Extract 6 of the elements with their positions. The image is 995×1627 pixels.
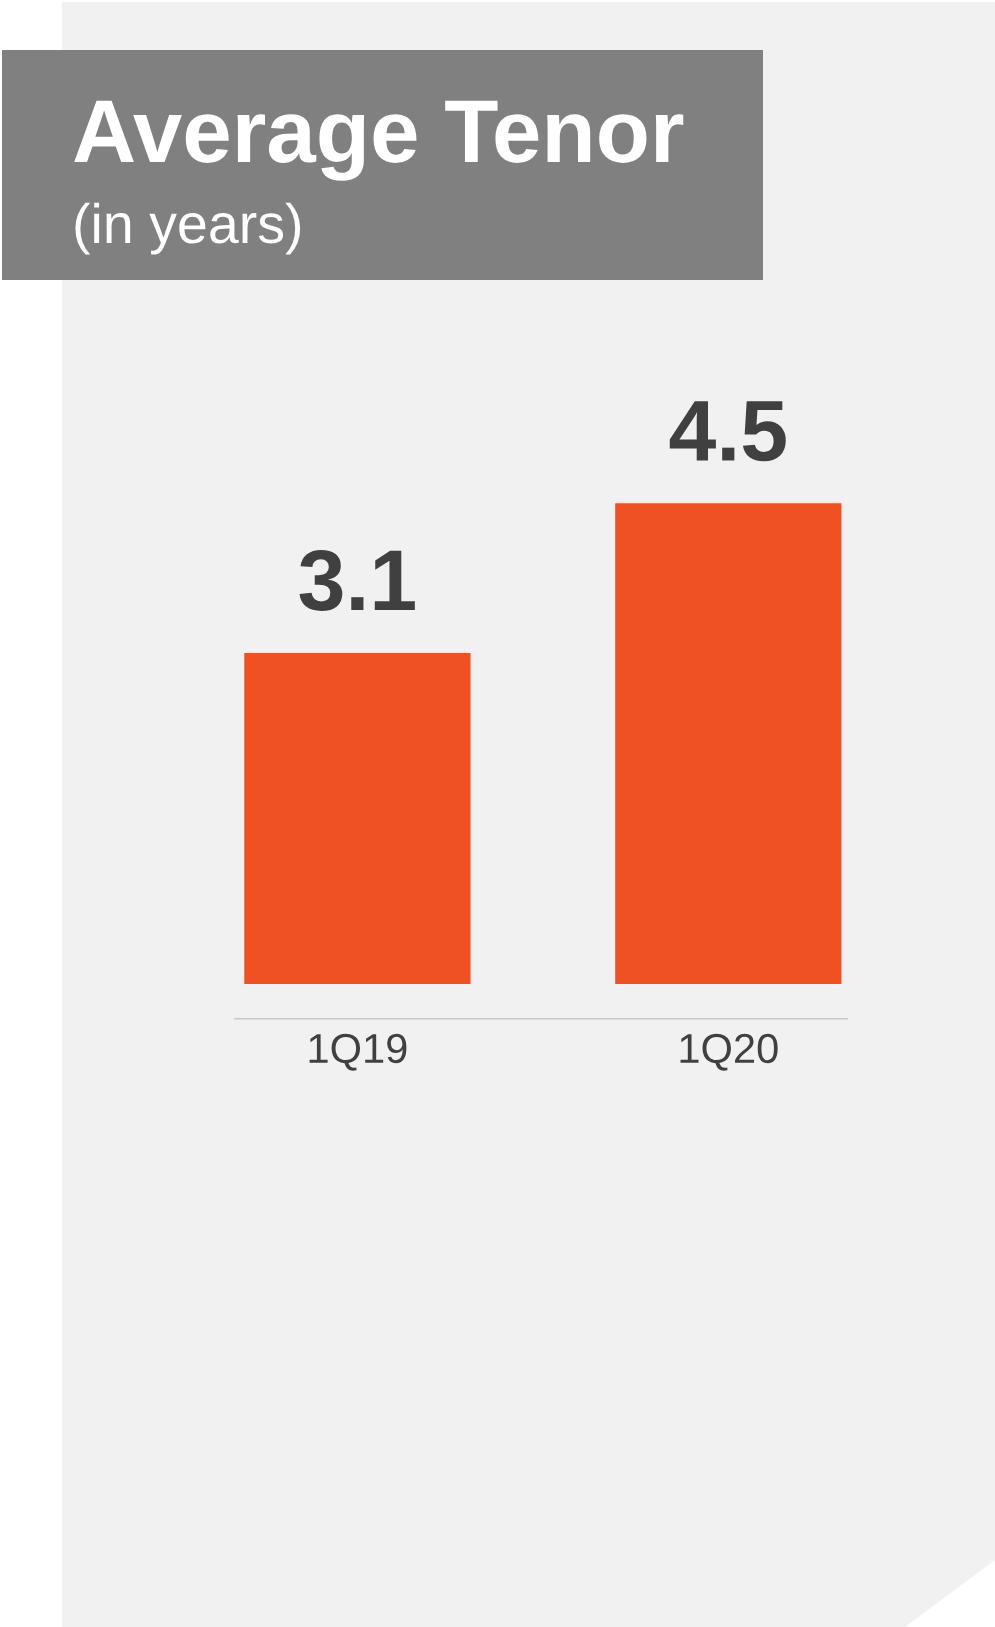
data-label: 4.5 xyxy=(669,401,786,462)
x-tick-label: 1Q20 xyxy=(680,1033,778,1071)
x-tick-label: 1Q19 xyxy=(309,1033,407,1071)
data-label: 3.1 xyxy=(299,549,415,611)
chart-title: Average Tenor xyxy=(74,100,684,181)
chart-subtitle: (in years) xyxy=(75,202,301,255)
